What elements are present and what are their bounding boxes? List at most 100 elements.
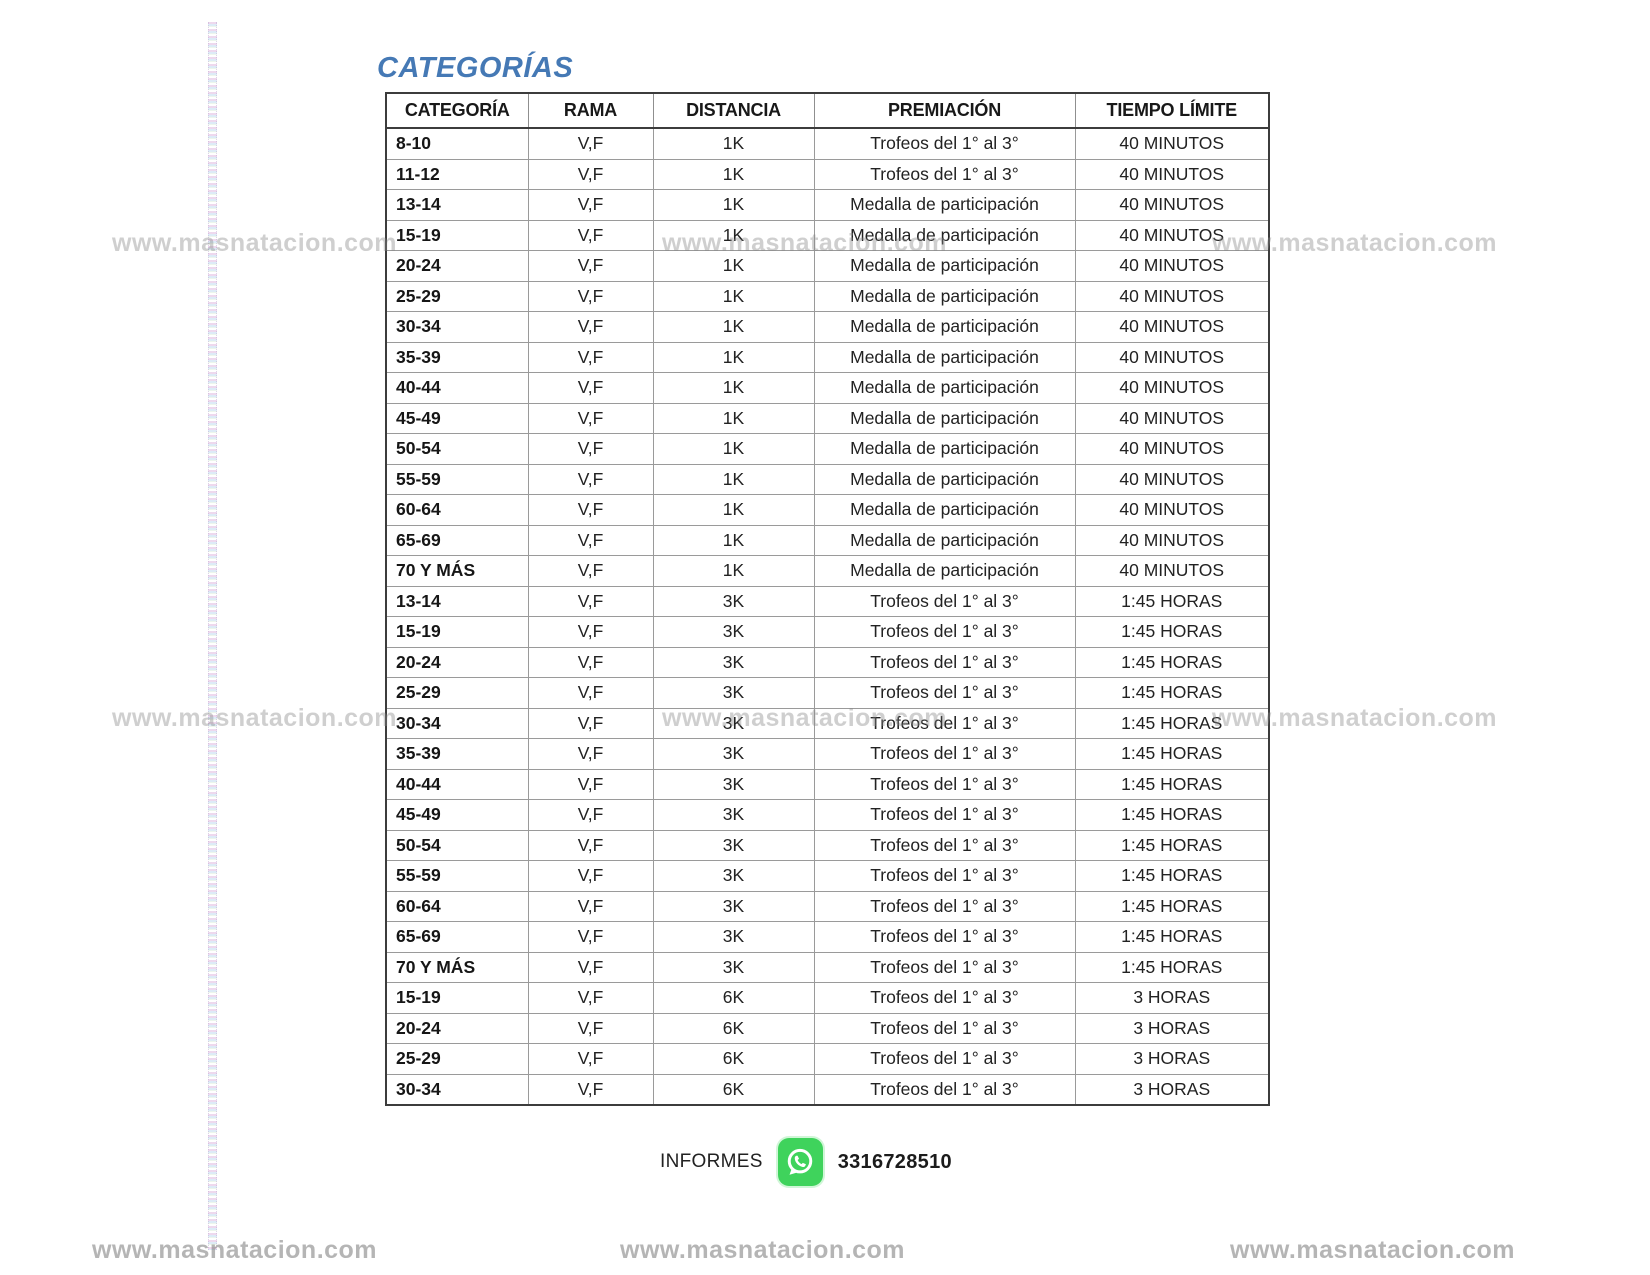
table-cell: 25-29 (386, 280, 528, 312)
table-cell: Trofeos del 1° al 3° (813, 829, 1075, 861)
table-cell: 15-19 (386, 982, 528, 1013)
table-cell: 1K (652, 402, 814, 434)
table-cell: Trofeos del 1° al 3° (813, 585, 1075, 617)
table-cell: V,F (527, 707, 653, 739)
table-cell: Trofeos del 1° al 3° (813, 890, 1075, 922)
table-cell: Trofeos del 1° al 3° (813, 1043, 1075, 1074)
table-cell: Trofeos del 1° al 3° (813, 158, 1075, 190)
table-cell: 40 MINUTOS (1074, 280, 1269, 312)
table-row: 30-34 V,F 3K Trofeos del 1° al 3° 1:45 HORAS (386, 707, 1269, 739)
table-cell: Trofeos del 1° al 3° (813, 646, 1075, 678)
table-cell: 3 HORAS (1074, 1012, 1269, 1044)
table-row: 13-14 V,F 3K Trofeos del 1° al 3° 1:45 HORAS (386, 585, 1269, 617)
table-cell: 1K (652, 127, 814, 159)
table-cell: 35-39 (386, 738, 528, 769)
table-cell: 40 MINUTOS (1074, 524, 1269, 556)
table-cell: V,F (527, 1043, 653, 1074)
table-cell: 25-29 (386, 677, 528, 708)
table-row: 25-29 V,F 1K Medalla de participación 40 MIN… (386, 280, 1269, 312)
table-cell: 45-49 (386, 402, 528, 434)
table-cell: Trofeos del 1° al 3° (813, 860, 1075, 891)
table-cell: 3K (652, 646, 814, 678)
table-cell: 55-59 (386, 463, 528, 495)
table-row: 70 Y MÁS V,F 1K Medalla de participación 40 … (386, 555, 1269, 586)
table-cell: V,F (527, 402, 653, 434)
table-cell: Medalla de participación (813, 341, 1075, 373)
table-row: 55-59 V,F 1K Medalla de participación 40 MIN… (386, 463, 1269, 495)
table-cell: 3K (652, 921, 814, 952)
table-cell: 40 MINUTOS (1074, 250, 1269, 281)
table-cell: 20-24 (386, 250, 528, 281)
table-cell: 65-69 (386, 524, 528, 556)
table-cell: Trofeos del 1° al 3° (813, 677, 1075, 708)
table-cell: 65-69 (386, 921, 528, 952)
table-cell: Trofeos del 1° al 3° (813, 616, 1075, 647)
table-cell: 1K (652, 372, 814, 403)
binding-strip (208, 22, 217, 1250)
table-row: 65-69 V,F 1K Medalla de participación 40 MIN… (386, 524, 1269, 556)
table-cell: 20-24 (386, 1012, 528, 1044)
table-row: 35-39 V,F 1K Medalla de participación 40 MIN… (386, 341, 1269, 373)
table-cell: V,F (527, 189, 653, 220)
table-cell: 1K (652, 433, 814, 464)
table-cell: 1:45 HORAS (1074, 829, 1269, 861)
column-header: TIEMPO LÍMITE (1074, 93, 1269, 129)
table-row: 40-44 V,F 1K Medalla de participación 40 MIN… (386, 372, 1269, 403)
watermark-text: www.masnatacion.com (112, 704, 398, 732)
table-cell: V,F (527, 1012, 653, 1044)
table-cell: V,F (527, 890, 653, 922)
table-cell: 40 MINUTOS (1074, 372, 1269, 403)
table-cell: 1K (652, 341, 814, 373)
table-cell: 3K (652, 585, 814, 617)
table-cell: V,F (527, 494, 653, 525)
table-cell: V,F (527, 951, 653, 983)
table-cell: 1K (652, 189, 814, 220)
table-row: 13-14 V,F 1K Medalla de participación 40 MIN… (386, 189, 1269, 220)
table-cell: 1:45 HORAS (1074, 951, 1269, 983)
table-cell: 1:45 HORAS (1074, 890, 1269, 922)
table-cell: Trofeos del 1° al 3° (813, 768, 1075, 800)
table-row: 70 Y MÁS V,F 3K Trofeos del 1° al 3° 1:45 HO… (386, 951, 1269, 983)
table-cell: 55-59 (386, 860, 528, 891)
table-cell: V,F (527, 738, 653, 769)
table-cell: 1:45 HORAS (1074, 768, 1269, 800)
table-row: 15-19 V,F 1K Medalla de participación 40 MIN… (386, 219, 1269, 251)
table-cell: Trofeos del 1° al 3° (813, 799, 1075, 830)
table-cell: 35-39 (386, 341, 528, 373)
table-cell: Medalla de participación (813, 524, 1075, 556)
categories-table: CATEGORÍA RAMA DISTANCIA PREMIACIÓN TIEMPO L… (385, 92, 1270, 1106)
table-cell: V,F (527, 158, 653, 190)
table-cell: 1K (652, 311, 814, 342)
table-cell: 3K (652, 707, 814, 739)
table-cell: 6K (652, 1012, 814, 1044)
table-cell: Trofeos del 1° al 3° (813, 1012, 1075, 1044)
table-cell: 45-49 (386, 799, 528, 830)
table-cell: 3 HORAS (1074, 1043, 1269, 1074)
table-row: 40-44 V,F 3K Trofeos del 1° al 3° 1:45 HORAS (386, 768, 1269, 800)
table-cell: 1K (652, 463, 814, 495)
table-row: 35-39 V,F 3K Trofeos del 1° al 3° 1:45 HORAS (386, 738, 1269, 769)
table-cell: Medalla de participación (813, 219, 1075, 251)
table-cell: V,F (527, 250, 653, 281)
table-cell: 3K (652, 677, 814, 708)
table-cell: 30-34 (386, 1073, 528, 1105)
table-cell: 1:45 HORAS (1074, 707, 1269, 739)
table-cell: 40 MINUTOS (1074, 494, 1269, 525)
column-header: CATEGORÍA (386, 93, 528, 129)
table-cell: 40 MINUTOS (1074, 402, 1269, 434)
header-row: CATEGORÍA RAMA DISTANCIA PREMIACIÓN TIEMPO L… (386, 93, 1269, 129)
table-row: 15-19 V,F 6K Trofeos del 1° al 3° 3 HORAS (386, 982, 1269, 1013)
table-cell: V,F (527, 311, 653, 342)
table-cell: 3K (652, 860, 814, 891)
table-cell: 1K (652, 219, 814, 251)
table-cell: 1K (652, 280, 814, 312)
table-cell: 13-14 (386, 585, 528, 617)
watermark-text: www.masnatacion.com (1230, 1236, 1516, 1264)
table-row: 20-24 V,F 3K Trofeos del 1° al 3° 1:45 HORAS (386, 646, 1269, 678)
table-cell: V,F (527, 463, 653, 495)
table-cell: V,F (527, 555, 653, 586)
table-cell: 1:45 HORAS (1074, 799, 1269, 830)
table-row: 30-34 V,F 6K Trofeos del 1° al 3° 3 HORAS (386, 1073, 1269, 1105)
table-cell: 1:45 HORAS (1074, 646, 1269, 678)
